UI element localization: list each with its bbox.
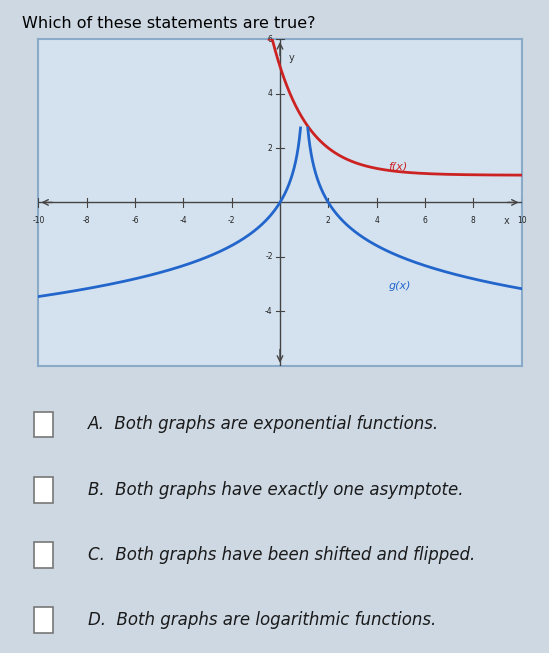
Text: -2: -2 bbox=[228, 216, 236, 225]
Text: -6: -6 bbox=[131, 216, 139, 225]
Text: 2: 2 bbox=[326, 216, 330, 225]
FancyBboxPatch shape bbox=[34, 607, 53, 633]
Text: D.  Both graphs are logarithmic functions.: D. Both graphs are logarithmic functions… bbox=[88, 611, 436, 629]
FancyBboxPatch shape bbox=[34, 477, 53, 503]
Text: 10: 10 bbox=[517, 216, 526, 225]
Text: -10: -10 bbox=[32, 216, 44, 225]
Text: C.  Both graphs have been shifted and flipped.: C. Both graphs have been shifted and fli… bbox=[88, 546, 475, 564]
Text: Which of these statements are true?: Which of these statements are true? bbox=[22, 16, 316, 31]
Text: x: x bbox=[504, 216, 509, 226]
FancyBboxPatch shape bbox=[34, 542, 53, 568]
Text: -2: -2 bbox=[265, 252, 273, 261]
FancyBboxPatch shape bbox=[34, 411, 53, 438]
Text: -8: -8 bbox=[83, 216, 91, 225]
Text: 6: 6 bbox=[423, 216, 427, 225]
Text: 2: 2 bbox=[268, 144, 273, 153]
Text: A.  Both graphs are exponential functions.: A. Both graphs are exponential functions… bbox=[88, 415, 439, 434]
Text: 4: 4 bbox=[268, 89, 273, 98]
Text: g(x): g(x) bbox=[389, 281, 411, 291]
Text: 8: 8 bbox=[471, 216, 475, 225]
Text: 4: 4 bbox=[374, 216, 379, 225]
Text: f(x): f(x) bbox=[389, 162, 408, 172]
Text: y: y bbox=[288, 53, 294, 63]
Text: 6: 6 bbox=[268, 35, 273, 44]
Text: B.  Both graphs have exactly one asymptote.: B. Both graphs have exactly one asymptot… bbox=[88, 481, 463, 499]
Text: -4: -4 bbox=[180, 216, 187, 225]
Text: -4: -4 bbox=[265, 307, 273, 316]
